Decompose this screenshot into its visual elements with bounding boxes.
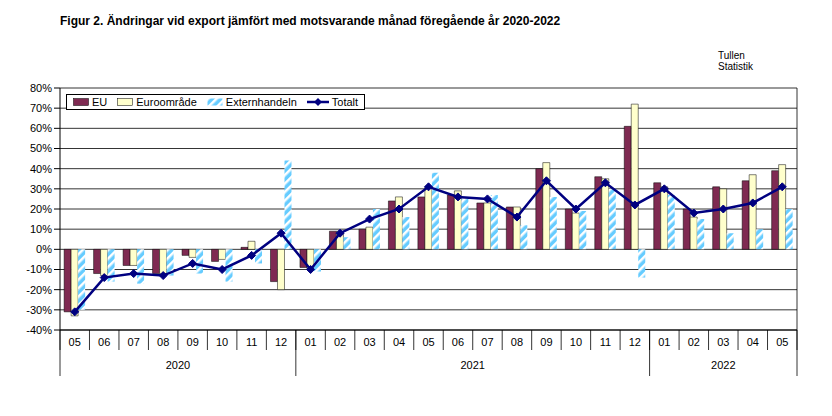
svg-text:11: 11 bbox=[600, 336, 611, 348]
svg-text:02: 02 bbox=[334, 336, 346, 348]
svg-text:10%: 10% bbox=[30, 223, 52, 235]
html-text:Externhandeln: Externhandeln bbox=[225, 96, 297, 108]
svg-text:11: 11 bbox=[246, 336, 257, 348]
svg-text:05: 05 bbox=[422, 336, 434, 348]
svg-text:03: 03 bbox=[363, 336, 375, 348]
svg-text:70%: 70% bbox=[30, 102, 52, 114]
svg-text:09: 09 bbox=[540, 336, 552, 348]
svg-text:20%: 20% bbox=[30, 203, 52, 215]
svg-text:02: 02 bbox=[688, 336, 700, 348]
svg-text:03: 03 bbox=[717, 336, 729, 348]
svg-text:05: 05 bbox=[776, 336, 788, 348]
svg-text:30%: 30% bbox=[30, 183, 52, 195]
html-text:Totalt: Totalt bbox=[331, 96, 359, 108]
svg-text:07: 07 bbox=[481, 336, 493, 348]
svg-text:12: 12 bbox=[629, 336, 641, 348]
svg-text:08: 08 bbox=[511, 336, 523, 348]
svg-text:60%: 60% bbox=[30, 122, 52, 134]
svg-text:-10%: -10% bbox=[26, 263, 52, 275]
svg-text:80%: 80% bbox=[30, 82, 52, 94]
svg-text:12: 12 bbox=[275, 336, 287, 348]
svg-text:07: 07 bbox=[128, 336, 140, 348]
svg-text:09: 09 bbox=[187, 336, 199, 348]
html-text:Statistik: Statistik bbox=[718, 61, 753, 72]
html-text:EU: EU bbox=[92, 96, 108, 108]
html-text:Euroområde: Euroområde bbox=[136, 96, 197, 108]
html-text:Figur 2. Ändringar vid export: Figur 2. Ändringar vid export jämfört me… bbox=[60, 14, 561, 28]
svg-text:06: 06 bbox=[452, 336, 464, 348]
svg-text:0%: 0% bbox=[36, 243, 52, 255]
svg-text:10: 10 bbox=[570, 336, 582, 348]
svg-text:40%: 40% bbox=[30, 163, 52, 175]
svg-text:2021: 2021 bbox=[460, 359, 484, 371]
svg-text:2020: 2020 bbox=[166, 359, 190, 371]
svg-text:50%: 50% bbox=[30, 142, 52, 154]
svg-text:05: 05 bbox=[69, 336, 81, 348]
svg-text:04: 04 bbox=[393, 336, 405, 348]
svg-text:04: 04 bbox=[747, 336, 759, 348]
svg-text:-40%: -40% bbox=[26, 324, 52, 336]
svg-text:2022: 2022 bbox=[711, 359, 735, 371]
svg-text:06: 06 bbox=[98, 336, 110, 348]
html-text:Tullen: Tullen bbox=[718, 50, 745, 61]
svg-text:-30%: -30% bbox=[26, 304, 52, 316]
svg-text:01: 01 bbox=[658, 336, 670, 348]
svg-text:10: 10 bbox=[216, 336, 228, 348]
svg-text:-20%: -20% bbox=[26, 284, 52, 296]
svg-text:01: 01 bbox=[304, 336, 316, 348]
svg-text:08: 08 bbox=[157, 336, 169, 348]
